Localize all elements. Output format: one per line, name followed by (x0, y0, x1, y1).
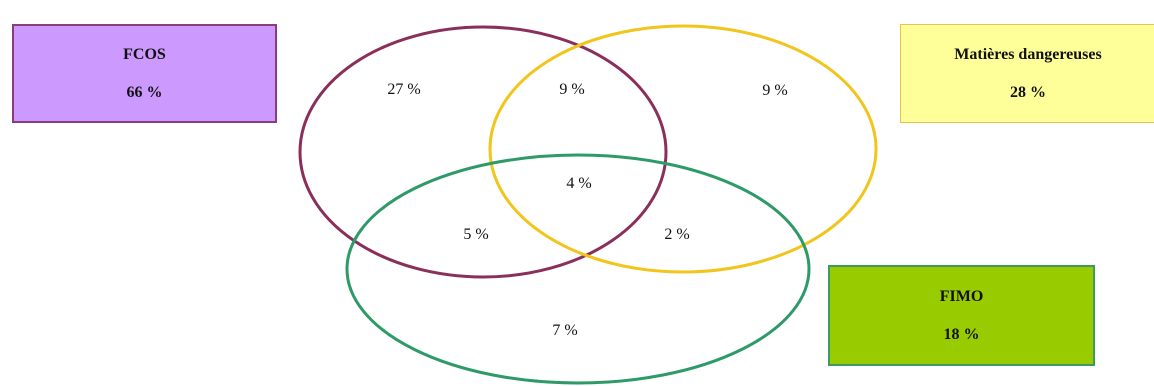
region-matieres-dangereuses-only: 9 % (762, 82, 788, 99)
fimo-value: 18 % (943, 325, 980, 343)
region-fimo-only: 7 % (552, 322, 578, 339)
region-all-three: 4 % (566, 175, 592, 192)
fcos-label: FCOS (123, 45, 166, 63)
fcos-legend-box: FCOS 66 % (12, 24, 277, 123)
matieres-dangereuses-circle (488, 24, 878, 274)
region-fcos-fimo: 5 % (463, 226, 489, 243)
fcos-circle (298, 25, 668, 279)
matieres-dangereuses-label: Matières dangereuses (954, 45, 1102, 63)
fimo-legend-box: FIMO 18 % (828, 265, 1095, 366)
matieres-dangereuses-legend-box: Matières dangereuses 28 % (900, 24, 1154, 123)
fcos-value: 66 % (126, 83, 163, 101)
fimo-label: FIMO (939, 287, 984, 305)
matieres-dangereuses-value: 28 % (1010, 83, 1046, 101)
region-matieres-dangereuses-fimo: 2 % (664, 226, 690, 243)
region-fcos-matieres-dangereuses: 9 % (559, 81, 585, 98)
fimo-circle (345, 153, 811, 385)
region-fcos-only: 27 % (387, 81, 421, 98)
